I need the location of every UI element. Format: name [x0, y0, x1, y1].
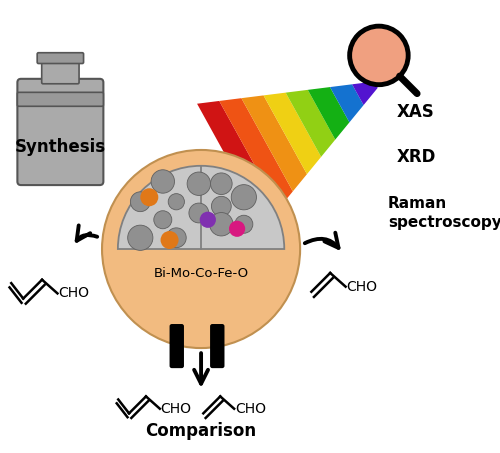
Circle shape	[154, 211, 172, 229]
Wedge shape	[118, 166, 284, 249]
Text: Comparison: Comparison	[146, 422, 256, 440]
Text: CHO: CHO	[160, 402, 192, 416]
Polygon shape	[197, 101, 278, 226]
FancyBboxPatch shape	[18, 92, 104, 106]
Circle shape	[130, 192, 150, 212]
Circle shape	[229, 221, 245, 237]
Circle shape	[231, 185, 256, 210]
Circle shape	[187, 172, 210, 195]
Polygon shape	[219, 98, 293, 209]
Circle shape	[160, 231, 178, 249]
Polygon shape	[242, 96, 307, 192]
FancyBboxPatch shape	[42, 61, 79, 84]
FancyBboxPatch shape	[170, 324, 184, 368]
Polygon shape	[330, 84, 364, 122]
Circle shape	[189, 203, 208, 223]
FancyBboxPatch shape	[18, 79, 104, 185]
FancyBboxPatch shape	[210, 324, 224, 368]
Circle shape	[168, 193, 184, 210]
Text: Bi-Mo-Co-Fe-O: Bi-Mo-Co-Fe-O	[154, 267, 248, 280]
Circle shape	[128, 225, 153, 251]
Circle shape	[140, 188, 158, 206]
Polygon shape	[264, 92, 321, 174]
Circle shape	[210, 212, 233, 236]
Circle shape	[151, 170, 174, 193]
Polygon shape	[308, 87, 350, 140]
Text: CHO: CHO	[235, 402, 266, 416]
Circle shape	[102, 150, 300, 348]
Text: CHO: CHO	[346, 280, 378, 294]
Circle shape	[210, 173, 232, 194]
Text: CHO: CHO	[58, 286, 90, 300]
Text: Synthesis: Synthesis	[15, 138, 106, 156]
Text: XRD: XRD	[397, 148, 436, 166]
FancyBboxPatch shape	[37, 53, 84, 63]
Circle shape	[166, 228, 186, 248]
Polygon shape	[352, 82, 378, 105]
Text: XAS: XAS	[397, 103, 434, 120]
Circle shape	[350, 26, 408, 85]
Circle shape	[235, 215, 253, 233]
Polygon shape	[286, 90, 336, 157]
Circle shape	[200, 212, 216, 228]
Circle shape	[212, 196, 231, 216]
Text: Raman
spectroscopy: Raman spectroscopy	[388, 196, 500, 231]
